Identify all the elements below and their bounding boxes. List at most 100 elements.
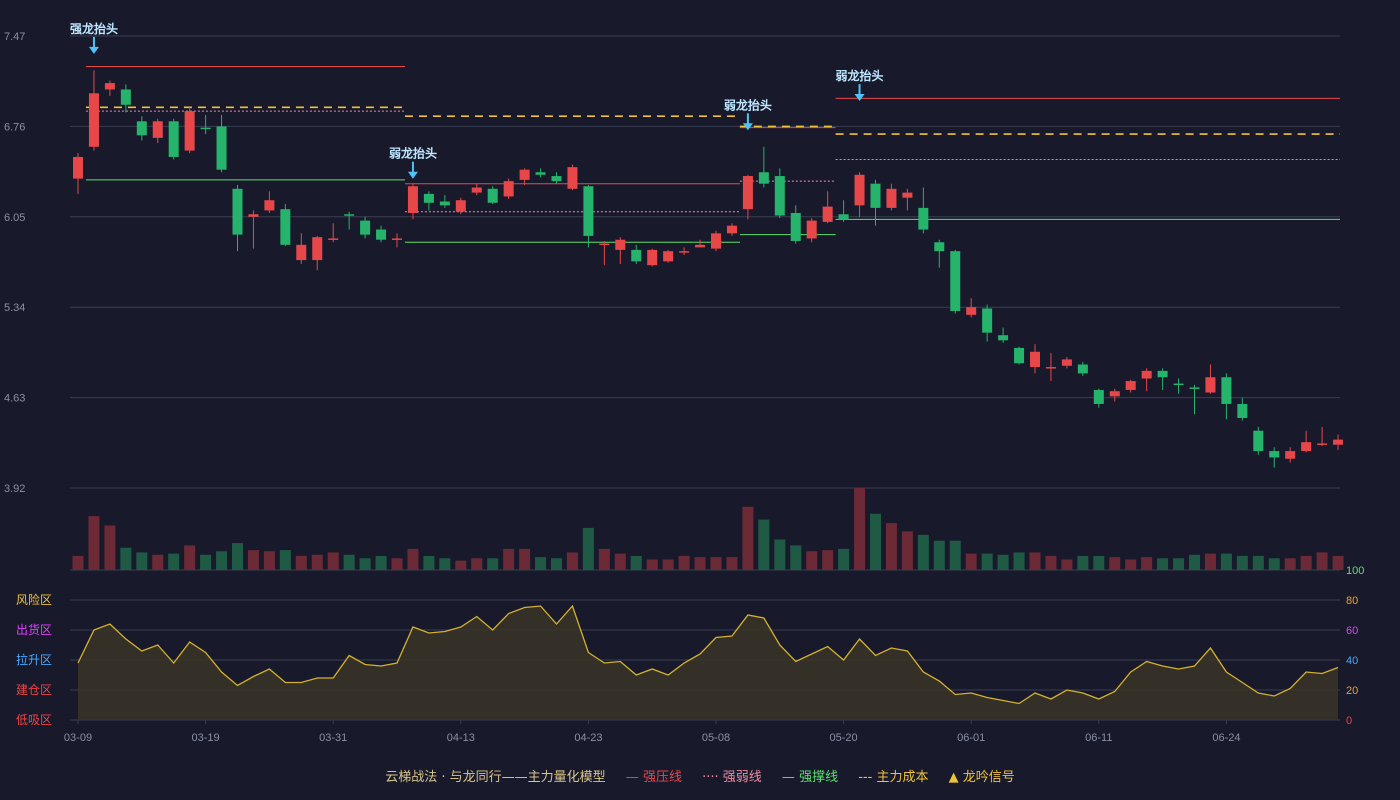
- volume-bar: [1268, 558, 1280, 570]
- candle-body: [1221, 377, 1232, 404]
- volume-bar: [263, 551, 275, 570]
- x-tick-label: 04-13: [447, 732, 475, 744]
- volume-bar: [247, 550, 259, 570]
- legend-item-strong-support: — 强撑线: [782, 770, 842, 785]
- osc-area: [78, 606, 1339, 720]
- candle-body: [439, 201, 450, 206]
- volume-bar: [870, 513, 881, 570]
- volume-bar: [1220, 553, 1232, 570]
- legend-label: 强撑线: [799, 770, 839, 785]
- legend-item-strong-pressure: — 强压线: [626, 770, 686, 785]
- osc-tick-label: 60: [1346, 625, 1358, 637]
- candle-body: [487, 188, 498, 203]
- candle-body: [918, 207, 929, 230]
- volume-bar: [614, 553, 626, 570]
- candle-body: [104, 83, 115, 90]
- candle-body: [1205, 377, 1216, 393]
- candle-body: [966, 307, 977, 315]
- candle-body: [168, 121, 179, 157]
- osc-tick-label: 100: [1346, 565, 1364, 577]
- legend-item-main-cost: --- 主力成本: [858, 770, 932, 785]
- candle-body: [695, 244, 706, 248]
- volume-bar: [885, 523, 897, 570]
- candle-body: [280, 209, 291, 245]
- candle-body: [232, 188, 243, 235]
- x-tick-label: 06-01: [957, 732, 985, 744]
- volume-bar: [168, 553, 180, 570]
- legend-swatch: ····: [702, 770, 719, 785]
- volume-bar: [949, 540, 961, 570]
- osc-tick-label: 40: [1346, 655, 1358, 667]
- signal-arrow-icon: [407, 171, 418, 179]
- zone-label: 建仓区: [16, 683, 52, 697]
- signal-label: 弱龙抬头: [389, 146, 437, 161]
- volume-bar: [152, 554, 164, 570]
- x-tick-label: 05-20: [830, 732, 858, 744]
- x-tick-label: 06-24: [1212, 732, 1240, 744]
- legend-label: 强弱线: [722, 770, 762, 785]
- price-tick-label: 6.76: [4, 121, 25, 133]
- candle-body: [535, 172, 546, 175]
- zone-label: 拉升区: [16, 652, 52, 667]
- volume-bar: [582, 527, 594, 570]
- x-tick-label: 03-19: [192, 732, 220, 744]
- candle-body: [599, 243, 610, 246]
- volume-bar: [279, 550, 291, 570]
- signal-label: 强龙抬头: [70, 21, 118, 36]
- zone-label: 出货区: [16, 622, 52, 637]
- volume-bar: [503, 548, 515, 570]
- volume-bar: [104, 525, 116, 570]
- volume-bar: [1093, 555, 1105, 570]
- candle-body: [774, 176, 785, 216]
- zone-label: 风险区: [16, 592, 52, 607]
- candle-body: [344, 214, 355, 216]
- volume-bar: [359, 558, 371, 570]
- candle-body: [1077, 364, 1088, 374]
- volume-bar: [551, 558, 562, 570]
- candle-body: [790, 212, 801, 241]
- signal-arrow-icon: [88, 46, 99, 54]
- volume-bar: [200, 554, 212, 570]
- volume-bar: [88, 516, 100, 570]
- candle-body: [950, 251, 961, 312]
- legend-label: 主力成本: [876, 770, 929, 785]
- candle-body: [503, 181, 514, 197]
- volume-bar: [630, 555, 642, 570]
- volume-bar: [774, 539, 786, 570]
- volume-bar: [758, 519, 770, 570]
- candle-body: [455, 200, 466, 212]
- volume-bar: [375, 555, 387, 570]
- candle-body: [567, 167, 578, 189]
- candle-body: [200, 127, 211, 130]
- volume-bar: [1284, 558, 1296, 570]
- candle-body: [870, 183, 881, 208]
- zone-label: 低吸区: [16, 713, 52, 727]
- volume-bar: [120, 547, 132, 570]
- volume-bar: [694, 557, 706, 570]
- signal-label: 弱龙抬头: [724, 97, 772, 112]
- price-tick-label: 4.63: [4, 393, 25, 405]
- legend-item-strong-weak: ···· 强弱线: [702, 770, 766, 785]
- volume-bar: [790, 545, 802, 570]
- volume-bar: [487, 558, 499, 570]
- candle-body: [248, 214, 259, 217]
- candle-body: [1269, 451, 1280, 458]
- volume-bar: [136, 552, 148, 570]
- price-tick-label: 5.34: [4, 302, 25, 314]
- candle-body: [423, 193, 434, 203]
- candle-body: [73, 156, 83, 179]
- candle-body: [615, 239, 626, 250]
- volume-bar: [1300, 555, 1312, 570]
- volume-bar: [901, 531, 913, 570]
- candle-body: [726, 225, 737, 234]
- volume-bar: [184, 545, 196, 570]
- legend-label: 龙吟信号: [962, 770, 1015, 785]
- candle-body: [982, 308, 993, 333]
- volume-bar: [710, 557, 722, 570]
- volume-bar: [1125, 559, 1137, 570]
- volume-bar: [933, 540, 945, 570]
- candle-body: [184, 111, 195, 151]
- candle-body: [88, 93, 99, 147]
- candle-body: [711, 233, 721, 249]
- candle-body: [152, 121, 163, 138]
